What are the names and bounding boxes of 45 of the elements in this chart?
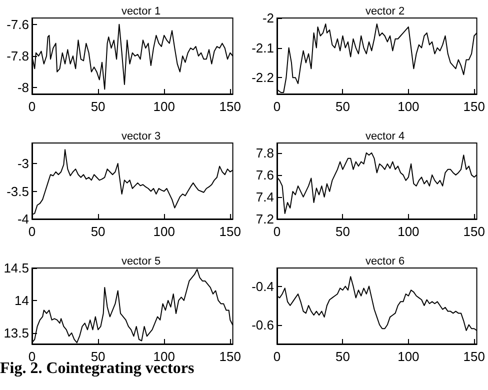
chart-title: vector 3 (121, 130, 161, 142)
x-tick-label: 100 (398, 349, 420, 364)
x-tick-label: 0 (273, 99, 281, 114)
y-tick-label: 7.6 (256, 167, 274, 182)
x-tick-label: 100 (398, 99, 420, 114)
y-tick-label: 13.5 (4, 325, 29, 340)
y-tick-label: -0.4 (252, 278, 274, 294)
x-tick-label: 150 (219, 349, 242, 364)
y-tick-label: -4 (17, 212, 29, 226)
y-tick-label: 14 (14, 292, 29, 308)
y-tick-label: -3.5 (6, 184, 29, 199)
y-tick-label: 7.4 (256, 189, 274, 204)
x-tick-label: 100 (153, 224, 175, 239)
x-tick-label: 50 (90, 99, 106, 114)
chart-title: vector 2 (365, 6, 405, 18)
x-tick-label: 150 (219, 99, 242, 114)
x-tick-label: 50 (335, 349, 350, 364)
x-tick-label: 0 (28, 224, 36, 239)
x-tick-label: 150 (219, 224, 242, 239)
y-tick-label: 14.5 (4, 260, 29, 276)
x-tick-label: 0 (273, 224, 281, 239)
x-tick-label: 50 (335, 99, 350, 114)
y-tick-label: 7.2 (256, 212, 274, 226)
chart-title: vector 5 (121, 256, 161, 268)
y-tick-label: -8 (17, 80, 29, 96)
x-tick-label: 150 (463, 224, 486, 239)
chart-title: vector 1 (121, 6, 161, 18)
x-tick-label: 100 (398, 224, 420, 239)
y-tick-label: -3 (17, 156, 29, 172)
y-tick-label: -2.2 (252, 70, 274, 86)
y-tick-label: -0.6 (252, 317, 274, 332)
y-tick-label: -7.6 (6, 16, 29, 32)
chart-title: vector 6 (365, 256, 405, 268)
x-tick-label: 150 (463, 99, 486, 114)
x-tick-label: 100 (153, 99, 175, 114)
y-tick-label: -2.1 (252, 40, 274, 56)
x-tick-label: 0 (28, 99, 36, 114)
x-tick-label: 150 (463, 349, 486, 364)
chart-title: vector 4 (365, 130, 405, 142)
x-tick-label: 0 (273, 349, 281, 364)
y-tick-label: -7.8 (6, 48, 29, 64)
x-tick-label: 50 (335, 224, 350, 239)
x-tick-label: 50 (90, 224, 106, 239)
y-tick-label: 7.8 (256, 145, 274, 160)
y-tick-label: -2 (262, 10, 274, 26)
